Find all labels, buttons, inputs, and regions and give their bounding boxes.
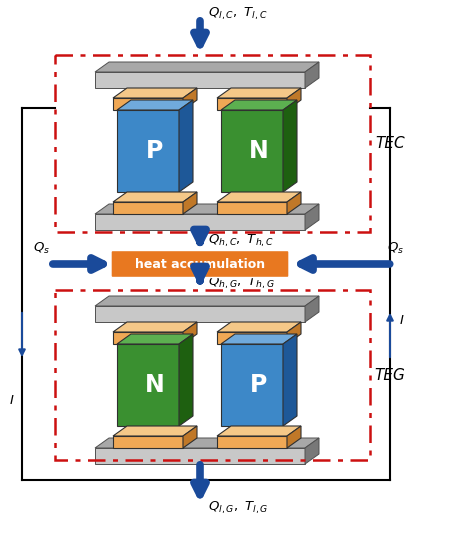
Polygon shape bbox=[283, 100, 297, 192]
Polygon shape bbox=[113, 192, 197, 202]
Polygon shape bbox=[221, 334, 297, 344]
Polygon shape bbox=[95, 214, 305, 230]
Polygon shape bbox=[217, 192, 301, 202]
Polygon shape bbox=[117, 334, 193, 344]
Polygon shape bbox=[183, 426, 197, 448]
FancyBboxPatch shape bbox=[111, 250, 289, 278]
Polygon shape bbox=[95, 306, 305, 322]
Polygon shape bbox=[117, 100, 193, 110]
Polygon shape bbox=[221, 100, 297, 110]
Polygon shape bbox=[95, 62, 319, 72]
Polygon shape bbox=[179, 334, 193, 426]
Text: P: P bbox=[146, 139, 164, 163]
Polygon shape bbox=[287, 322, 301, 344]
Polygon shape bbox=[117, 110, 179, 192]
Text: $Q_{h,G},\ T_{h,G}$: $Q_{h,G},\ T_{h,G}$ bbox=[208, 275, 275, 291]
Polygon shape bbox=[113, 436, 183, 448]
Polygon shape bbox=[183, 88, 197, 110]
Text: $Q_{l,G},\ T_{l,G}$: $Q_{l,G},\ T_{l,G}$ bbox=[208, 500, 269, 516]
Polygon shape bbox=[217, 436, 287, 448]
Polygon shape bbox=[113, 322, 197, 332]
Polygon shape bbox=[217, 426, 301, 436]
Polygon shape bbox=[283, 334, 297, 426]
Text: TEG: TEG bbox=[374, 367, 405, 382]
Bar bbox=[55, 290, 370, 460]
Text: $Q_s$: $Q_s$ bbox=[387, 240, 404, 255]
Text: heat accumulation: heat accumulation bbox=[135, 258, 265, 270]
Polygon shape bbox=[117, 344, 179, 426]
Polygon shape bbox=[287, 192, 301, 214]
Polygon shape bbox=[179, 100, 193, 192]
Polygon shape bbox=[217, 332, 287, 344]
Text: P: P bbox=[250, 373, 268, 397]
Bar bbox=[55, 55, 370, 232]
Polygon shape bbox=[305, 296, 319, 322]
Text: N: N bbox=[145, 373, 165, 397]
Polygon shape bbox=[113, 88, 197, 98]
Polygon shape bbox=[113, 98, 183, 110]
Text: TEC: TEC bbox=[375, 136, 405, 151]
Polygon shape bbox=[183, 322, 197, 344]
Polygon shape bbox=[221, 344, 283, 426]
Polygon shape bbox=[95, 296, 319, 306]
Polygon shape bbox=[217, 322, 301, 332]
Polygon shape bbox=[95, 204, 319, 214]
Polygon shape bbox=[113, 202, 183, 214]
Text: $Q_{h,C},\ T_{h,C}$: $Q_{h,C},\ T_{h,C}$ bbox=[208, 233, 274, 249]
Polygon shape bbox=[305, 62, 319, 88]
Polygon shape bbox=[287, 88, 301, 110]
Text: $I$: $I$ bbox=[399, 314, 405, 326]
Polygon shape bbox=[305, 438, 319, 464]
Polygon shape bbox=[217, 98, 287, 110]
Polygon shape bbox=[113, 426, 197, 436]
Polygon shape bbox=[95, 72, 305, 88]
Polygon shape bbox=[217, 88, 301, 98]
Polygon shape bbox=[221, 110, 283, 192]
Polygon shape bbox=[217, 202, 287, 214]
Polygon shape bbox=[305, 204, 319, 230]
Text: N: N bbox=[249, 139, 269, 163]
Text: $Q_s$: $Q_s$ bbox=[34, 240, 51, 255]
Polygon shape bbox=[95, 448, 305, 464]
Text: $Q_{l,C},\ T_{l,C}$: $Q_{l,C},\ T_{l,C}$ bbox=[208, 6, 267, 22]
Polygon shape bbox=[287, 426, 301, 448]
Text: $I$: $I$ bbox=[9, 393, 15, 406]
Polygon shape bbox=[113, 332, 183, 344]
Polygon shape bbox=[95, 438, 319, 448]
Polygon shape bbox=[183, 192, 197, 214]
